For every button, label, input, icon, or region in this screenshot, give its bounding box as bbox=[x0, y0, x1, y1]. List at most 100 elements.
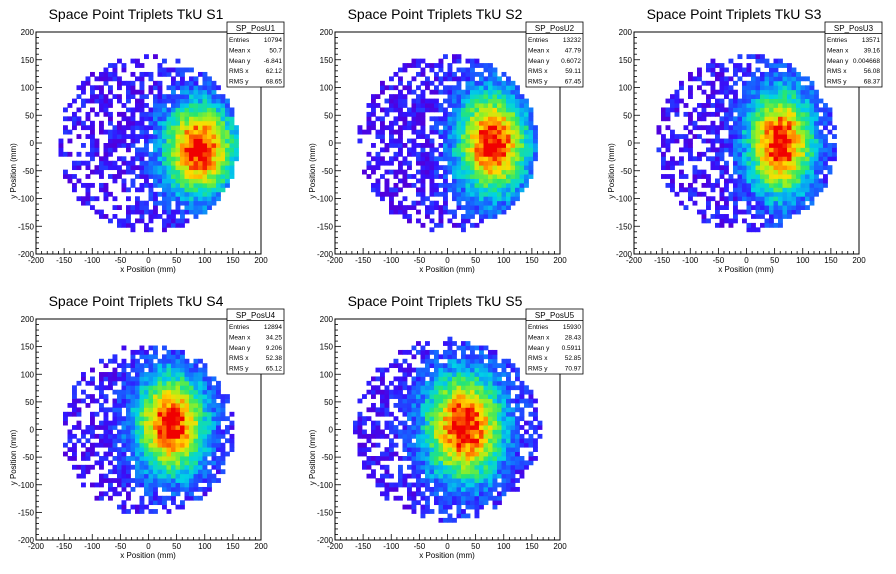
histogram-bin bbox=[184, 456, 190, 461]
histogram-bin bbox=[760, 80, 765, 86]
histogram-bin bbox=[225, 160, 230, 166]
histogram-bin bbox=[171, 178, 176, 184]
histogram-bin bbox=[375, 376, 381, 382]
histogram-bin bbox=[670, 94, 675, 99]
stats-value: 47.79 bbox=[565, 47, 582, 54]
histogram-bin bbox=[175, 349, 181, 355]
histogram-bin bbox=[474, 98, 480, 104]
histogram-bin bbox=[434, 367, 439, 373]
histogram-bin bbox=[139, 447, 145, 452]
histogram-bin bbox=[751, 71, 756, 77]
histogram-bin bbox=[407, 456, 412, 461]
histogram-bin bbox=[126, 482, 131, 488]
histogram-bin bbox=[121, 438, 127, 444]
histogram-bin bbox=[402, 205, 408, 210]
histogram-bin bbox=[402, 376, 408, 382]
stats-value: 13571 bbox=[862, 37, 880, 44]
histogram-bin bbox=[814, 151, 819, 157]
histogram-bin bbox=[470, 402, 475, 408]
x-axis-label: x Position (mm) bbox=[419, 265, 475, 274]
histogram-bin bbox=[420, 222, 426, 228]
histogram-bin bbox=[90, 398, 95, 404]
histogram-bin bbox=[429, 125, 435, 131]
histogram-bin bbox=[483, 169, 489, 175]
histogram-bin bbox=[371, 473, 376, 479]
histogram-bin bbox=[175, 411, 181, 417]
histogram-bin bbox=[362, 416, 367, 422]
histogram-bin bbox=[144, 363, 149, 369]
histogram-bin bbox=[184, 394, 190, 399]
histogram-bin bbox=[764, 151, 770, 157]
histogram-bin bbox=[166, 67, 172, 73]
histogram-bin bbox=[184, 178, 190, 184]
histogram-bin bbox=[99, 464, 104, 470]
y-tick-label: -200 bbox=[18, 536, 35, 545]
histogram-bin bbox=[479, 500, 484, 506]
histogram-bin bbox=[782, 94, 788, 99]
histogram-bin bbox=[135, 349, 140, 355]
histogram-bin bbox=[157, 147, 163, 153]
histogram-bin bbox=[733, 138, 738, 144]
histogram-bin bbox=[407, 363, 412, 369]
histogram-bin bbox=[166, 85, 172, 91]
histogram-bin bbox=[117, 111, 122, 117]
histogram-bin bbox=[411, 429, 417, 435]
histogram-bin bbox=[180, 156, 185, 162]
x-tick-label: -50 bbox=[115, 256, 127, 265]
histogram-bin bbox=[198, 98, 203, 104]
histogram-bin bbox=[474, 120, 480, 126]
histogram-bin bbox=[827, 151, 833, 157]
histogram-bin bbox=[184, 107, 190, 113]
histogram-bin bbox=[805, 196, 810, 202]
histogram-bin bbox=[103, 456, 109, 461]
histogram-bin bbox=[198, 156, 203, 162]
histogram-bin bbox=[474, 478, 480, 483]
histogram-bin bbox=[420, 407, 426, 413]
histogram-bin bbox=[398, 464, 403, 470]
histogram-bin bbox=[492, 205, 498, 210]
histogram-bin bbox=[139, 469, 145, 475]
histogram-bin bbox=[153, 460, 158, 466]
histogram-bin bbox=[434, 447, 439, 452]
histogram-bin bbox=[85, 456, 91, 461]
histogram-bin bbox=[366, 111, 372, 117]
histogram-bin bbox=[787, 165, 792, 171]
histogram-bin bbox=[470, 464, 475, 470]
histogram-bin bbox=[162, 209, 167, 215]
histogram-bin bbox=[715, 209, 720, 215]
histogram-bin bbox=[719, 143, 725, 148]
histogram-bin bbox=[755, 111, 761, 117]
histogram-bin bbox=[697, 111, 702, 117]
histogram-bin bbox=[389, 394, 394, 399]
histogram-bin bbox=[157, 389, 163, 395]
histogram-bin bbox=[175, 354, 181, 360]
histogram-bin bbox=[474, 111, 480, 117]
histogram-bin bbox=[411, 420, 417, 426]
histogram-bin bbox=[72, 402, 77, 408]
histogram-bin bbox=[479, 191, 484, 197]
histogram-bin bbox=[465, 451, 471, 457]
histogram-bin bbox=[683, 134, 689, 139]
histogram-bin bbox=[189, 394, 194, 399]
histogram-bin bbox=[434, 456, 439, 461]
histogram-bin bbox=[670, 178, 675, 184]
histogram-bin bbox=[479, 94, 484, 99]
y-tick-label: 50 bbox=[623, 111, 632, 120]
stats-value: 39.16 bbox=[864, 47, 881, 54]
histogram-bin bbox=[193, 416, 199, 422]
histogram-bin bbox=[99, 385, 104, 391]
histogram-bin bbox=[434, 191, 439, 197]
histogram-bin bbox=[380, 389, 385, 395]
y-tick-label: 100 bbox=[320, 84, 334, 93]
histogram-bin bbox=[85, 394, 91, 399]
histogram-bin bbox=[162, 358, 167, 364]
histogram-bin bbox=[171, 222, 176, 228]
histogram-bin bbox=[456, 80, 462, 86]
histogram-bin bbox=[216, 138, 221, 144]
histogram-bin bbox=[171, 433, 176, 439]
histogram-bin bbox=[202, 111, 208, 117]
histogram-bin bbox=[488, 120, 493, 126]
histogram-bin bbox=[184, 218, 190, 224]
histogram-bin bbox=[139, 134, 145, 139]
histogram-bin bbox=[746, 138, 752, 144]
